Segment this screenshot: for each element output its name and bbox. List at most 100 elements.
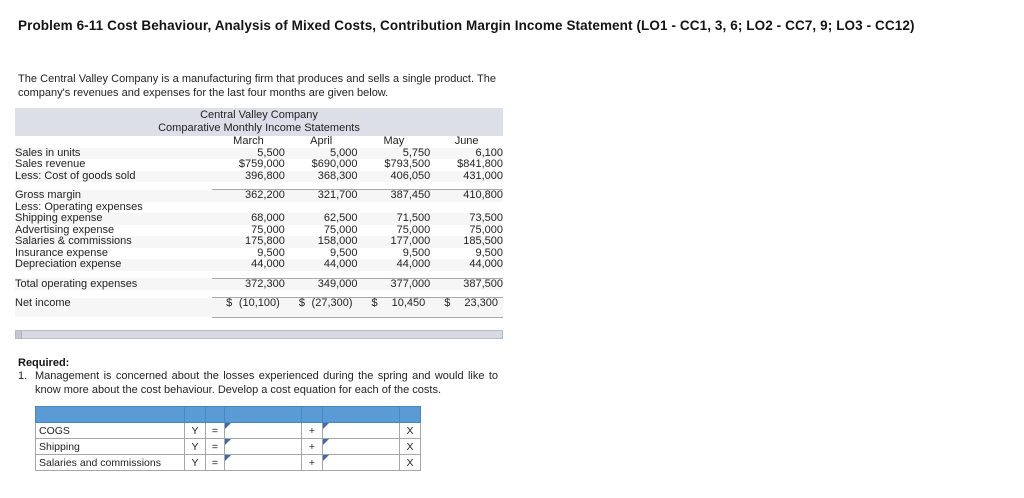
table-row: Less: Cost of goods sold 396,800 368,300… (15, 170, 503, 182)
fixed-cost-input-shipping[interactable] (224, 438, 302, 455)
spacer-row (15, 290, 503, 298)
row-value: 62,500 (284, 212, 358, 225)
row-value: 71,500 (357, 212, 431, 225)
row-label: Sales revenue (15, 158, 86, 170)
row-value-number: (10,100) (238, 297, 280, 309)
row-value: $ (27,300) (284, 297, 358, 310)
table-row: Depreciation expense 44,000 44,000 44,00… (15, 258, 503, 271)
table-row: Advertising expense 75,000 75,000 75,000… (15, 223, 503, 237)
row-value: 5,500 (212, 147, 285, 159)
statement-title-band: Central Valley Company Comparative Month… (15, 108, 503, 136)
required-item-1: 1. Management is concerned about the los… (18, 370, 498, 397)
form-header-cell (322, 406, 400, 423)
table-row: Insurance expense 9,500 9,500 9,500 9,50… (15, 246, 503, 260)
row-value: 362,200 (212, 189, 285, 202)
row-value: 68,000 (212, 212, 285, 225)
form-row-equals-symbol: = (205, 438, 225, 455)
problem-title: Problem 6-11 Cost Behaviour, Analysis of… (18, 18, 915, 33)
statement-horizontal-scrollbar[interactable] (15, 330, 503, 339)
row-value: 5,750 (357, 147, 431, 159)
row-value: 406,050 (357, 170, 431, 182)
table-row: Less: Operating expenses (15, 200, 503, 214)
row-value: 410,800 (430, 189, 503, 202)
form-row-cogs: COGS Y = + X (35, 422, 421, 439)
required-item-text: Management is concerned about the losses… (35, 370, 498, 396)
row-value-number: 23,300 (464, 297, 498, 309)
row-value: 387,450 (357, 189, 431, 202)
fixed-cost-input-cogs[interactable] (224, 422, 302, 439)
row-value: 44,000 (357, 258, 431, 271)
currency-symbol: $ (298, 297, 305, 309)
table-row: Shipping expense 68,000 62,500 71,500 73… (15, 212, 503, 225)
form-row-equals-symbol: = (205, 422, 225, 439)
row-value: 44,000 (430, 258, 503, 271)
form-header-cell (184, 406, 206, 423)
row-value: 158,000 (284, 235, 358, 248)
row-value: 75,000 (469, 223, 503, 236)
row-value: 387,500 (430, 277, 503, 290)
form-row-plus-symbol: + (301, 422, 323, 439)
table-row: Sales in units 5,500 5,000 5,750 6,100 (15, 147, 503, 159)
income-statement-table: March April May June Sales in units 5,50… (15, 135, 503, 329)
row-value-number: 10,450 (391, 297, 426, 309)
row-value: 44,000 (212, 258, 285, 271)
row-value: $10,450 (357, 297, 431, 310)
row-value: 75,000 (251, 223, 285, 236)
currency-symbol: $ (226, 297, 233, 309)
cost-equation-form: COGS Y = + X Shipping Y = + (35, 406, 421, 471)
scrollbar-thumb[interactable] (16, 331, 22, 338)
row-label: Insurance expense (15, 246, 108, 259)
form-row-salaries-and-commissions: Salaries and commissions Y = + X (35, 454, 421, 471)
row-label: Depreciation expense (15, 258, 213, 271)
row-value: $23,300 (430, 297, 503, 310)
form-row-label: COGS (35, 422, 185, 439)
statement-company-name: Central Valley Company (200, 109, 318, 121)
row-value: 377,000 (357, 277, 431, 290)
row-value: 73,500 (430, 212, 503, 225)
row-value: $793,500 (384, 158, 431, 170)
form-header-cell (399, 406, 421, 423)
variable-rate-input-cogs[interactable] (322, 422, 400, 439)
table-row: Gross margin 362,200 321,700 387,450 410… (15, 189, 503, 202)
variable-rate-input-shipping[interactable] (322, 438, 400, 455)
intro-paragraph: The Central Valley Company is a manufact… (18, 73, 496, 99)
comment-flag-icon (225, 455, 231, 461)
variable-rate-input-salaries[interactable] (322, 454, 400, 471)
income-statement-block: Central Valley Company Comparative Month… (15, 108, 503, 329)
row-value: 431,000 (430, 170, 503, 182)
row-value: 9,500 (402, 246, 431, 259)
row-value: $841,800 (457, 158, 503, 170)
required-item-number: 1. (18, 370, 28, 382)
form-row-x-symbol: X (399, 438, 421, 455)
row-label: Less: Operating expenses (15, 200, 143, 213)
cost-equation-table: COGS Y = + X Shipping Y = + (35, 406, 421, 471)
form-header-cell (35, 406, 185, 423)
row-value: 396,800 (212, 170, 285, 182)
row-value: 372,300 (212, 277, 285, 290)
row-value: 5,000 (284, 147, 358, 159)
spacer-row (15, 182, 503, 190)
form-row-label: Salaries and commissions (35, 454, 185, 471)
row-value: 9,500 (330, 246, 358, 259)
row-label: Advertising expense (15, 223, 115, 236)
form-row-plus-symbol: + (301, 454, 323, 471)
form-row-x-symbol: X (399, 422, 421, 439)
comment-flag-icon (323, 455, 329, 461)
fixed-cost-input-salaries[interactable] (224, 454, 302, 471)
statement-subtitle: Comparative Monthly Income Statements (158, 121, 360, 134)
row-value: 9,500 (257, 246, 285, 259)
form-row-x-symbol: X (399, 454, 421, 471)
currency-symbol: $ (444, 297, 451, 309)
comment-flag-icon (225, 439, 231, 445)
table-row: Salaries & commissions 175,800 158,000 1… (15, 235, 503, 248)
column-header-march: March (233, 135, 264, 147)
closing-rule-row (15, 316, 503, 329)
header-blank-cell (15, 136, 212, 148)
form-row-shipping: Shipping Y = + X (35, 438, 421, 455)
row-label: Sales in units (15, 147, 213, 159)
form-header-cell (301, 406, 323, 423)
row-value: $690,000 (311, 158, 358, 170)
column-header-april: April (310, 135, 333, 147)
form-row-y-symbol: Y (184, 422, 206, 439)
row-value: $ (10,100) (212, 297, 285, 310)
